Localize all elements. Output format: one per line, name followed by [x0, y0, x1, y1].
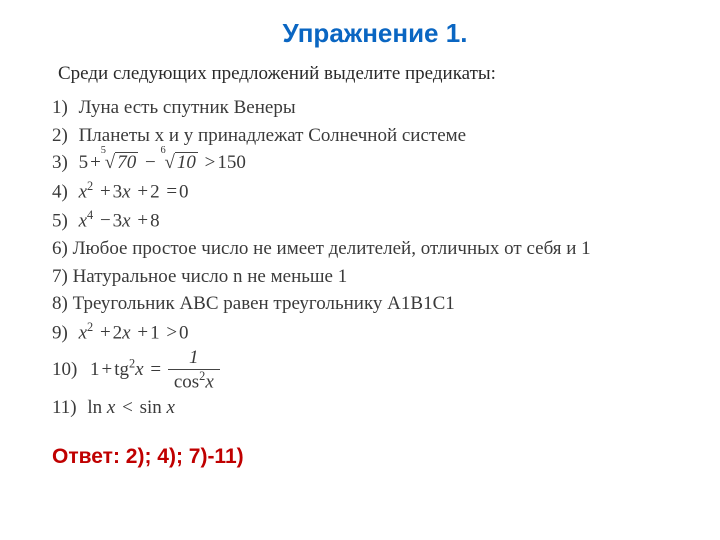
item-text: Луна есть спутник Венеры [73, 95, 296, 121]
item-number: 8) [52, 293, 68, 314]
list-item: 1) Луна есть спутник Венеры [52, 95, 698, 121]
item-number: 4) [52, 181, 68, 202]
slide: Упражнение 1. Среди следующих предложени… [0, 0, 720, 540]
answer-text: Ответ: 2); 4); 7)-11) [52, 445, 698, 469]
list-item: 9) x2 +2x +1 >0 [52, 319, 698, 346]
list-item: 8) Треугольник АВС равен треугольнику А1… [52, 291, 698, 317]
item-number: 1) [52, 97, 68, 118]
item-number: 6) [52, 238, 68, 259]
item-formula: ln x < sin x [81, 395, 175, 421]
item-text: Натуральное число n не меньше 1 [73, 266, 348, 287]
item-text: Треугольник АВС равен треугольнику А1В1С… [73, 293, 455, 314]
item-formula: 1+tg2x = 1 cos2x [90, 348, 220, 393]
item-text: Планеты x и y принадлежат Солнечной сист… [73, 123, 467, 149]
item-number: 2) [52, 125, 68, 146]
item-number: 7) [52, 266, 68, 287]
list-item: 7) Натуральное число n не меньше 1 [52, 264, 698, 290]
item-formula: x2 +3x +2 =0 [73, 178, 189, 205]
item-number: 3) [52, 152, 68, 173]
item-formula: x4 −3x +8 [73, 207, 160, 234]
item-text: Любое простое число не имеет делителей, … [73, 238, 591, 259]
list-item: 11) ln x < sin x [52, 395, 698, 421]
list-item: 5) x4 −3x +8 [52, 207, 698, 234]
list-item: 6) Любое простое число не имеет делителе… [52, 236, 698, 262]
list-item: 2) Планеты x и y принадлежат Солнечной с… [52, 123, 698, 149]
item-number: 9) [52, 322, 68, 343]
list-item: 10) 1+tg2x = 1 cos2x [52, 348, 698, 393]
exercise-title: Упражнение 1. [52, 18, 698, 49]
item-formula: x2 +2x +1 >0 [73, 319, 189, 346]
list-item: 3) 5+5√70 − 6√10 >150 [52, 150, 698, 176]
item-number: 11) [52, 397, 77, 418]
item-number: 5) [52, 210, 68, 231]
intro-text: Среди следующих предложений выделите пре… [58, 63, 698, 85]
item-formula: 5+5√70 − 6√10 >150 [73, 150, 246, 176]
item-number: 10) [52, 357, 90, 383]
statement-list: 1) Луна есть спутник Венеры 2) Планеты x… [52, 95, 698, 421]
list-item: 4) x2 +3x +2 =0 [52, 178, 698, 205]
